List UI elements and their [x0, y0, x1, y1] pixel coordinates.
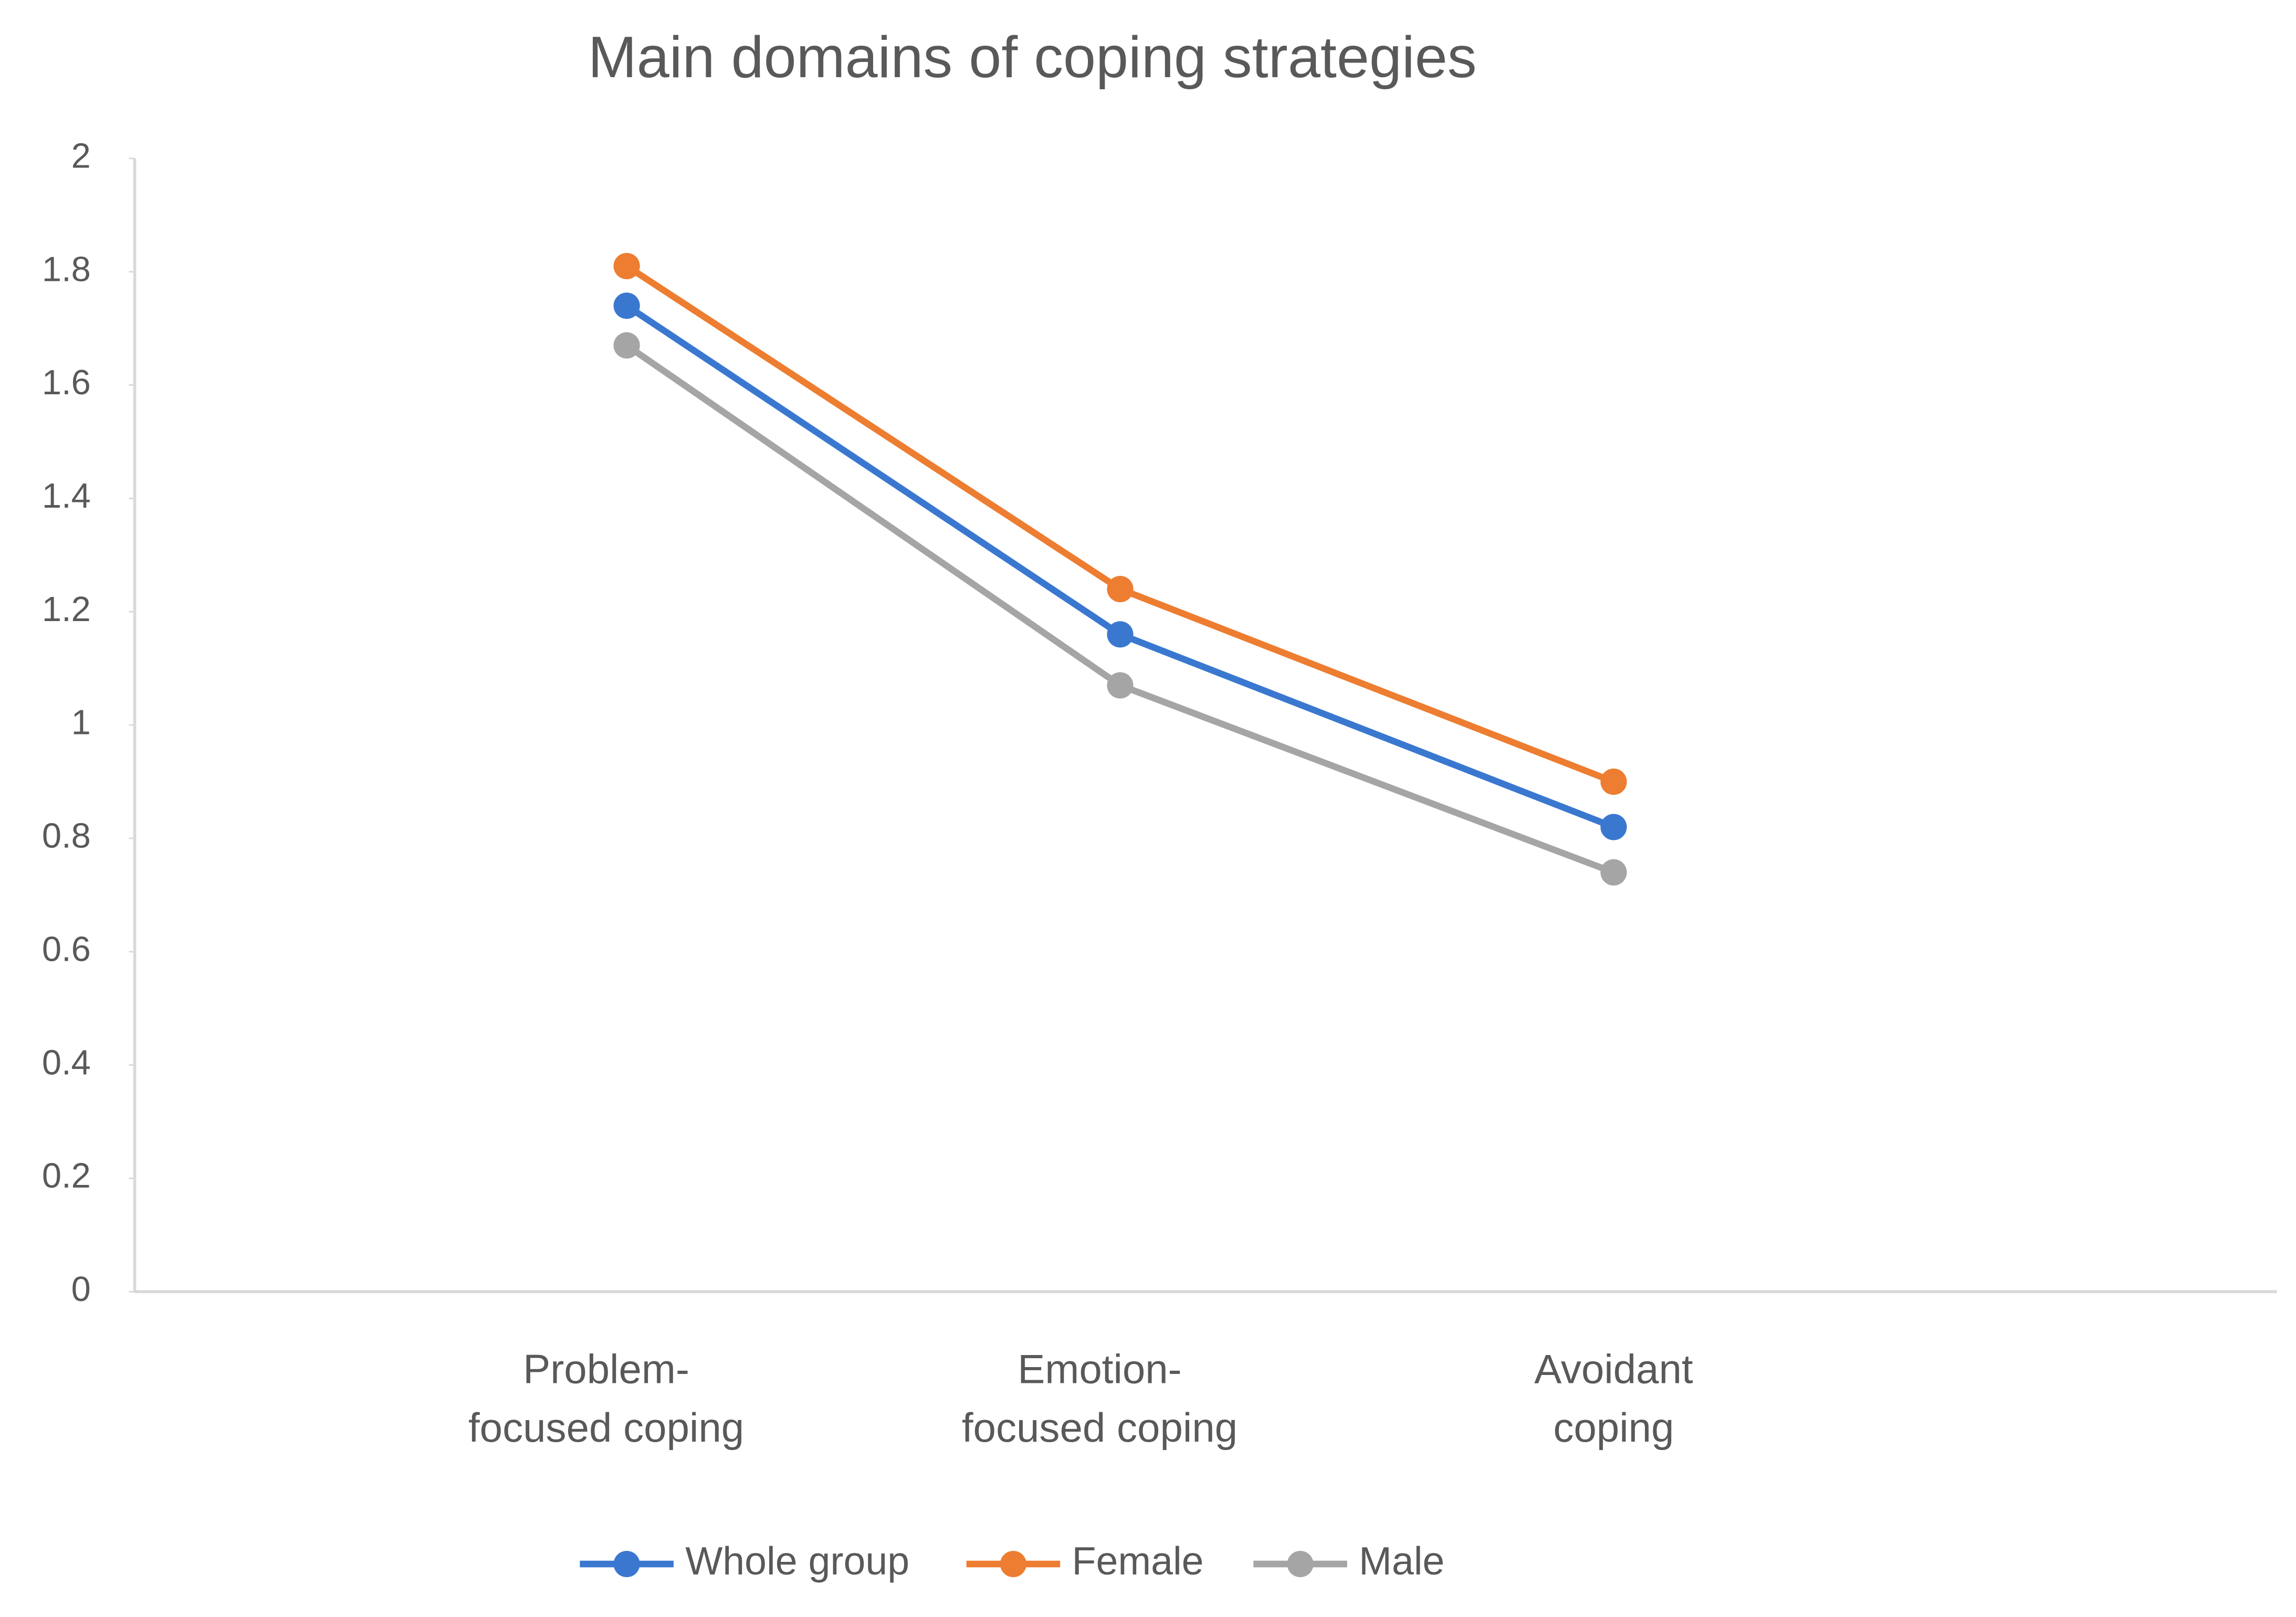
y-tick-label: 0	[71, 1269, 91, 1309]
y-tick-label: 1.6	[42, 363, 91, 402]
x-tick-label: coping	[1553, 1404, 1674, 1451]
legend-label: Whole group	[685, 1539, 909, 1583]
legend-label: Female	[1072, 1539, 1203, 1583]
series-line	[625, 263, 1615, 785]
x-tick-label: focused coping	[962, 1404, 1238, 1451]
y-tick-label: 1	[71, 703, 91, 742]
data-point	[1600, 768, 1627, 795]
series-line	[625, 342, 1615, 876]
legend-marker	[1287, 1550, 1314, 1578]
y-tick-label: 0.8	[42, 816, 91, 856]
legend-label: Male	[1359, 1539, 1444, 1583]
data-point	[1107, 575, 1134, 603]
series-line	[625, 303, 1615, 831]
data-point	[1600, 859, 1627, 886]
y-tick-label: 1.2	[42, 590, 91, 629]
x-tick-label: Emotion-	[1018, 1346, 1181, 1392]
data-point	[613, 292, 640, 319]
y-tick-label: 0.6	[42, 929, 91, 969]
x-tick-label: Problem-	[523, 1346, 689, 1392]
data-point	[1107, 672, 1134, 699]
data-point	[1107, 621, 1134, 648]
data-point	[613, 253, 640, 279]
legend-marker	[1000, 1550, 1027, 1578]
y-tick-label: 2	[71, 136, 91, 175]
data-point	[613, 332, 640, 359]
y-tick-label: 0.2	[42, 1156, 91, 1195]
y-tick-label: 0.4	[42, 1043, 91, 1082]
data-point	[1600, 814, 1627, 841]
x-tick-label: Avoidant	[1534, 1346, 1693, 1392]
chart-title: Main domains of coping strategies	[588, 24, 1477, 90]
y-tick-label: 1.8	[42, 249, 91, 289]
x-tick-label: focused coping	[468, 1404, 744, 1451]
y-tick-label: 1.4	[42, 476, 91, 516]
legend-marker	[613, 1550, 640, 1578]
